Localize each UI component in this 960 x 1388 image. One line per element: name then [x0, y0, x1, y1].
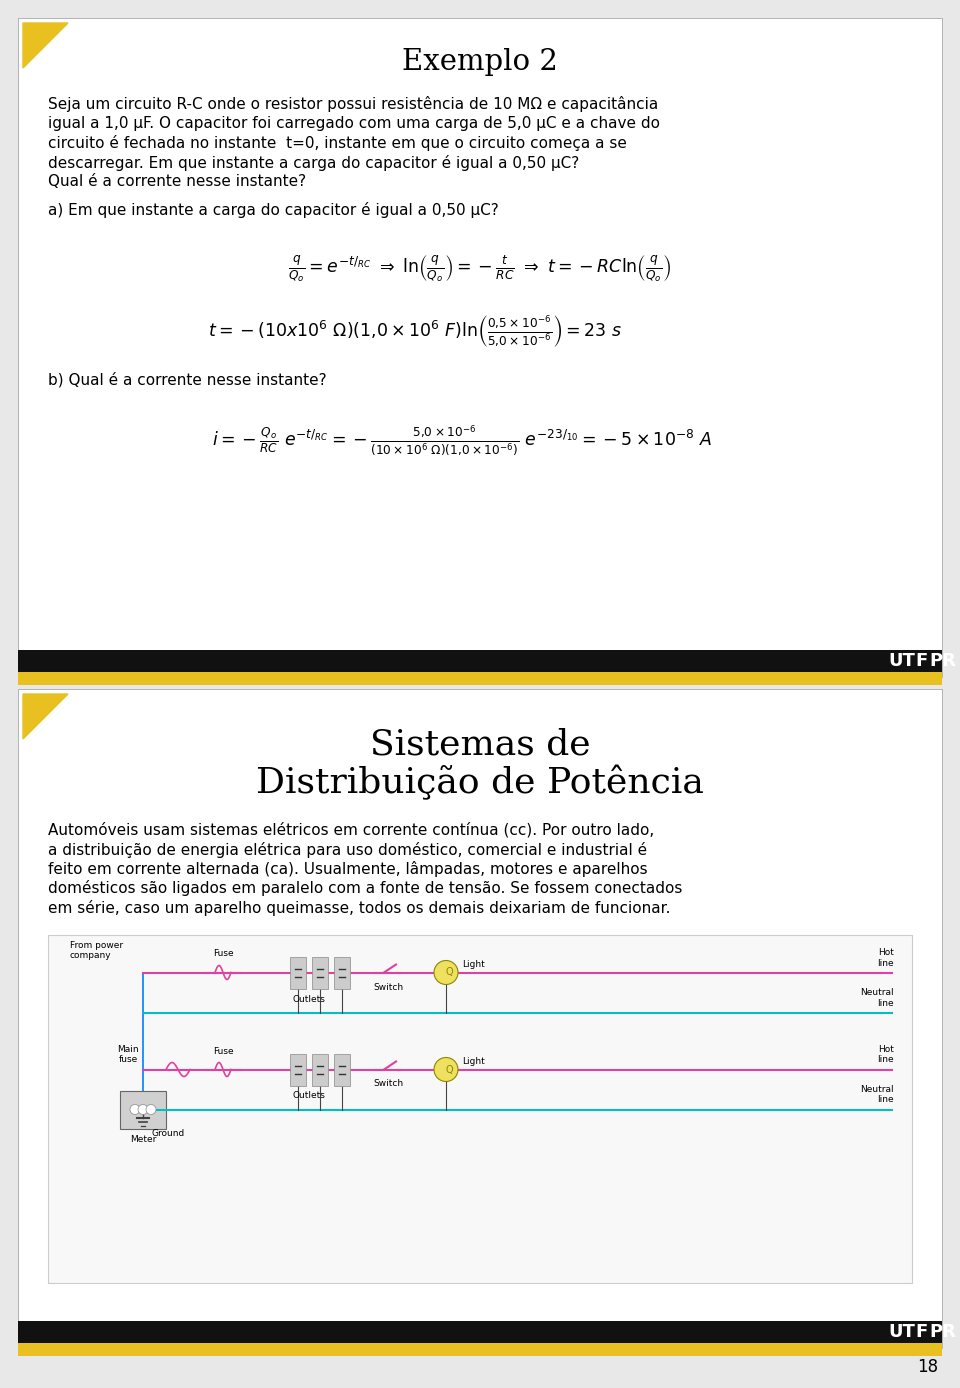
Text: Distribuição de Potência: Distribuição de Potência [256, 765, 704, 801]
Bar [290, 1053, 306, 1085]
Polygon shape [23, 694, 68, 738]
Bar [18, 18, 942, 677]
Text: b) Qual é a corrente nesse instante?: b) Qual é a corrente nesse instante? [48, 372, 326, 387]
Circle shape [138, 1105, 148, 1115]
Bar [18, 1344, 942, 1356]
Text: Outlets: Outlets [293, 994, 325, 1004]
Bar [18, 672, 942, 686]
Text: Meter: Meter [130, 1134, 156, 1144]
Circle shape [434, 960, 458, 984]
Text: F: F [915, 652, 927, 670]
Text: $i = -\frac{Q_o}{RC}\ e^{-t/_{RC}} = -\frac{5{,}0\times10^{-6}}{(10\times10^6\ \: $i = -\frac{Q_o}{RC}\ e^{-t/_{RC}} = -\f… [211, 423, 711, 458]
Text: Seja um circuito R-C onde o resistor possui resistência de 10 MΩ e capacitância: Seja um circuito R-C onde o resistor pos… [48, 96, 659, 112]
Text: F: F [915, 1323, 927, 1341]
Text: a distribuição de energia elétrica para uso doméstico, comercial e industrial é: a distribuição de energia elétrica para … [48, 841, 647, 858]
Text: a) Em que instante a carga do capacitor é igual a 0,50 μC?: a) Em que instante a carga do capacitor … [48, 201, 499, 218]
Text: $\frac{q}{Q_o} = e^{-t/_{RC}}\ \Rightarrow\ \ln\!\left(\frac{q}{Q_o}\right) = -\: $\frac{q}{Q_o} = e^{-t/_{RC}}\ \Rightarr… [288, 254, 672, 285]
Text: Neutral
line: Neutral line [860, 1085, 894, 1105]
Bar [120, 1091, 166, 1128]
Text: Q: Q [445, 1065, 453, 1074]
Circle shape [146, 1105, 156, 1115]
Text: Outlets: Outlets [293, 1091, 325, 1101]
Text: Hot
line: Hot line [877, 1045, 894, 1065]
Text: Light: Light [462, 1058, 485, 1066]
Text: PR: PR [929, 652, 956, 670]
Bar [290, 956, 306, 988]
Text: Light: Light [462, 960, 485, 969]
Text: Switch: Switch [372, 1080, 403, 1088]
Text: PR: PR [929, 1323, 956, 1341]
Text: Fuse: Fuse [213, 949, 233, 959]
Text: Main
fuse: Main fuse [117, 1045, 139, 1065]
Text: Exemplo 2: Exemplo 2 [402, 49, 558, 76]
Text: Q: Q [445, 967, 453, 977]
Text: em série, caso um aparelho queimasse, todos os demais deixariam de funcionar.: em série, caso um aparelho queimasse, to… [48, 899, 670, 916]
Text: UT: UT [888, 652, 915, 670]
Circle shape [130, 1105, 140, 1115]
Polygon shape [23, 24, 68, 68]
Text: UT: UT [888, 1323, 915, 1341]
Text: From power
company: From power company [70, 941, 123, 960]
Bar [48, 934, 912, 1283]
Bar [18, 1321, 942, 1344]
Text: Switch: Switch [372, 983, 403, 991]
Circle shape [434, 1058, 458, 1081]
Bar [18, 688, 942, 1348]
Text: feito em corrente alternada (ca). Usualmente, lâmpadas, motores e aparelhos: feito em corrente alternada (ca). Usualm… [48, 861, 648, 877]
Text: Automóveis usam sistemas elétricos em corrente contínua (cc). Por outro lado,: Automóveis usam sistemas elétricos em co… [48, 822, 655, 837]
Bar [334, 1053, 350, 1085]
Text: Qual é a corrente nesse instante?: Qual é a corrente nesse instante? [48, 174, 306, 189]
Text: Fuse: Fuse [213, 1047, 233, 1055]
Bar [312, 1053, 328, 1085]
Text: Hot
line: Hot line [877, 948, 894, 967]
Text: Ground: Ground [151, 1130, 184, 1138]
Bar [18, 650, 942, 672]
Text: domésticos são ligados em paralelo com a fonte de tensão. Se fossem conectados: domésticos são ligados em paralelo com a… [48, 880, 683, 897]
Text: $t = -(10x10^6\ \Omega)(1{,}0\times10^6\ F)\ln\!\left(\frac{0{,}5\times10^{-6}}{: $t = -(10x10^6\ \Omega)(1{,}0\times10^6\… [208, 314, 622, 348]
Text: descarregar. Em que instante a carga do capacitor é igual a 0,50 μC?: descarregar. Em que instante a carga do … [48, 154, 579, 171]
Bar [312, 956, 328, 988]
Bar [334, 956, 350, 988]
Text: igual a 1,0 μF. O capacitor foi carregado com uma carga de 5,0 μC e a chave do: igual a 1,0 μF. O capacitor foi carregad… [48, 115, 660, 130]
Text: Sistemas de: Sistemas de [370, 727, 590, 761]
Text: Neutral
line: Neutral line [860, 988, 894, 1008]
Text: circuito é fechada no instante  t=0, instante em que o circuito começa a se: circuito é fechada no instante t=0, inst… [48, 135, 627, 151]
Text: 18: 18 [917, 1357, 938, 1376]
